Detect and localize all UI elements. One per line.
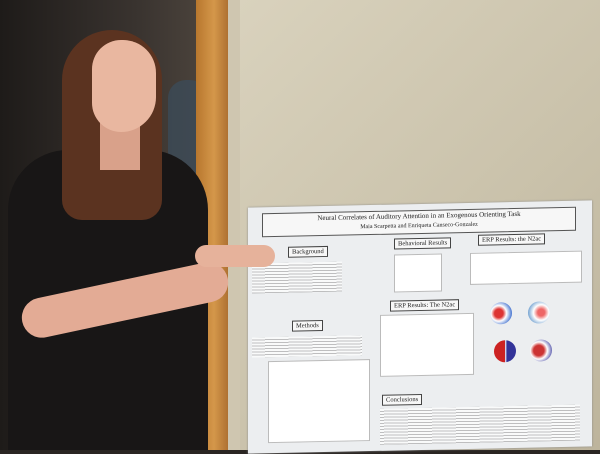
erp-waveform-top — [470, 250, 582, 285]
presenter-face — [92, 40, 156, 132]
section-methods: Methods — [292, 320, 323, 332]
section-erp-n2ac-mid: ERP Results: The N2ac — [390, 299, 460, 312]
topo-map — [530, 339, 552, 362]
methods-diagram — [268, 359, 370, 444]
presenter-hand — [195, 245, 275, 267]
section-conclusions: Conclusions — [382, 393, 423, 406]
methods-text — [252, 335, 362, 358]
topo-map — [528, 301, 550, 324]
topo-map — [490, 302, 512, 325]
section-background: Background — [288, 245, 328, 258]
behavioral-chart — [394, 253, 442, 293]
section-erp-n2ac-top: ERP Results: the N2ac — [478, 233, 546, 246]
section-behavioral-results: Behavioral Results — [394, 237, 452, 250]
door-edge — [228, 0, 242, 450]
research-poster: Neural Correlates of Auditory Attention … — [248, 200, 592, 454]
erp-waveforms — [380, 312, 474, 377]
topo-map — [494, 339, 516, 363]
conclusions-text — [380, 404, 580, 445]
